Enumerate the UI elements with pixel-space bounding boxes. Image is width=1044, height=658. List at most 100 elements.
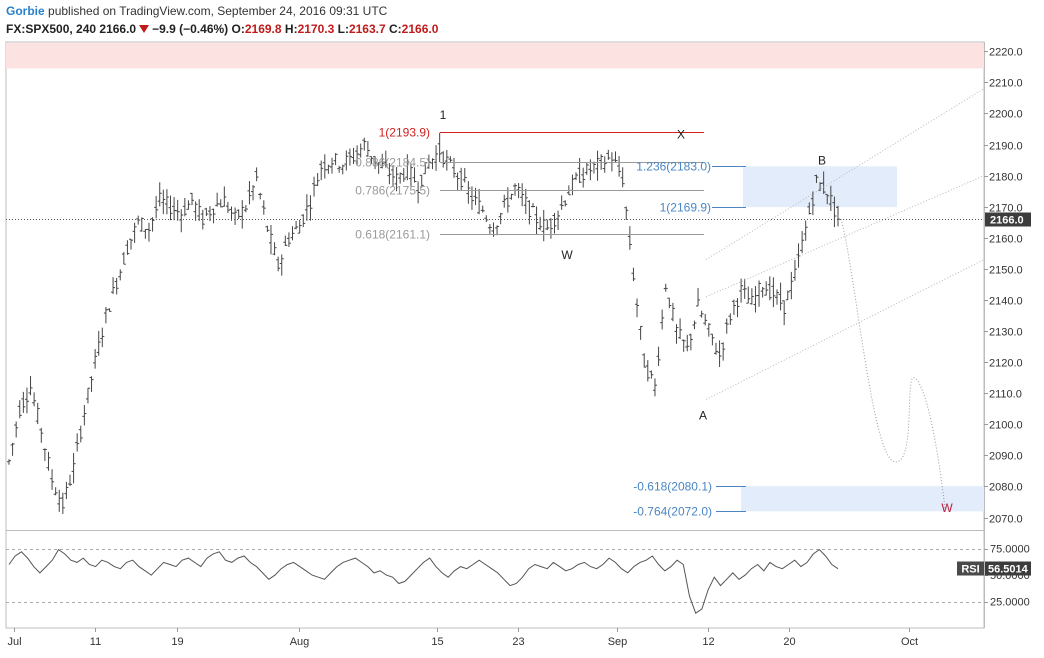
price-bar xyxy=(60,492,65,515)
price-bar xyxy=(509,193,514,200)
price-bar xyxy=(286,232,291,247)
open-label: O: xyxy=(231,22,245,36)
price-bar xyxy=(498,212,503,225)
price-bar xyxy=(520,183,525,207)
rsi-value-text: 56.5014 xyxy=(988,564,1029,576)
price-bar xyxy=(401,167,406,182)
time-tick-label: Sep xyxy=(608,636,628,648)
price-bar xyxy=(749,288,754,305)
price-bar xyxy=(251,185,256,201)
price-bar xyxy=(322,154,327,179)
price-bar xyxy=(150,217,155,232)
wave-label: W xyxy=(941,501,953,515)
price-bar xyxy=(71,453,76,484)
time-tick-label: 12 xyxy=(702,636,714,648)
price-bar xyxy=(591,161,596,174)
price-bar xyxy=(577,158,582,183)
price-tick-label: 2130.0 xyxy=(989,327,1023,339)
price-bar xyxy=(333,153,338,166)
price-bar xyxy=(487,224,492,234)
price-change: −9.9 (−0.46%) xyxy=(152,22,229,36)
price-bar xyxy=(121,251,126,265)
price-bar xyxy=(161,189,166,215)
price-bar xyxy=(814,174,819,183)
price-bar xyxy=(326,164,331,174)
price-bar xyxy=(358,143,363,158)
price-bar xyxy=(523,188,528,215)
last-price: 2166.0 xyxy=(99,22,137,36)
price-bar xyxy=(480,205,485,213)
channel-lower-line xyxy=(705,259,985,400)
price-bar xyxy=(304,194,309,221)
price-bar xyxy=(85,387,90,404)
price-bar xyxy=(706,323,711,337)
wave-label: W xyxy=(561,248,573,262)
rsi-line xyxy=(8,548,839,614)
price-bar xyxy=(570,174,575,196)
price-tick-label: 2090.0 xyxy=(989,451,1023,463)
price-bar xyxy=(563,200,568,207)
price-bar xyxy=(441,151,446,168)
price-bar xyxy=(724,318,729,334)
price-bar xyxy=(667,297,672,309)
price-bar xyxy=(613,151,618,163)
price-bar xyxy=(742,278,747,299)
price-bar xyxy=(100,327,105,348)
price-bar xyxy=(276,256,281,272)
price-bar xyxy=(635,298,640,318)
wave-label: X xyxy=(677,128,685,142)
channel-middle-line xyxy=(705,175,985,298)
price-bar xyxy=(789,271,794,300)
price-bar xyxy=(760,286,765,298)
price-bar xyxy=(301,214,306,228)
price-bar xyxy=(243,205,248,213)
price-bar xyxy=(649,370,654,379)
price-bar xyxy=(240,200,245,229)
price-bar xyxy=(82,405,87,426)
price-bar xyxy=(803,220,808,241)
price-bar xyxy=(383,150,388,168)
price-bar xyxy=(365,141,370,157)
price-bar xyxy=(362,137,367,151)
time-tick-label: 15 xyxy=(431,636,443,648)
price-bar xyxy=(53,487,58,496)
fib-level-label: 0.618(2161.1) xyxy=(355,228,430,242)
rsi-name-label: RSI xyxy=(961,564,979,576)
price-bar xyxy=(753,286,758,313)
price-bar xyxy=(337,165,342,173)
price-bar xyxy=(545,219,550,231)
price-bar xyxy=(369,156,374,164)
price-bar xyxy=(728,313,733,326)
price-bar xyxy=(731,299,736,315)
author-link[interactable]: Gorbie xyxy=(6,4,45,18)
price-bar xyxy=(444,149,449,171)
price-bar xyxy=(46,451,51,471)
price-bar xyxy=(236,209,241,220)
rsi-name-badge xyxy=(957,561,984,576)
price-bar xyxy=(129,238,134,250)
price-bar xyxy=(642,353,647,368)
price-bar xyxy=(617,156,622,177)
price-bar xyxy=(696,287,701,307)
price-bar xyxy=(136,215,141,225)
price-bar xyxy=(739,278,744,303)
price-bar xyxy=(692,320,697,330)
price-bar xyxy=(315,173,320,186)
fib-level-label: 1.236(2183.0) xyxy=(636,160,711,174)
time-tick-label: 11 xyxy=(90,636,101,648)
price-tick-label: 2160.0 xyxy=(989,234,1023,246)
wave-label: B xyxy=(818,154,826,168)
price-tick-label: 2140.0 xyxy=(989,296,1023,308)
price-bar xyxy=(258,192,263,200)
price-bar xyxy=(785,290,790,301)
price-bar xyxy=(75,433,80,452)
price-bar xyxy=(175,199,180,221)
price-bar xyxy=(645,360,650,382)
price-bar xyxy=(574,172,579,181)
symbol-name[interactable]: FX:SPX500, 240 xyxy=(6,22,97,36)
price-bar xyxy=(538,216,543,231)
price-bar xyxy=(660,309,665,330)
price-bar xyxy=(340,164,345,175)
last-price-badge-text: 2166.0 xyxy=(990,215,1024,227)
